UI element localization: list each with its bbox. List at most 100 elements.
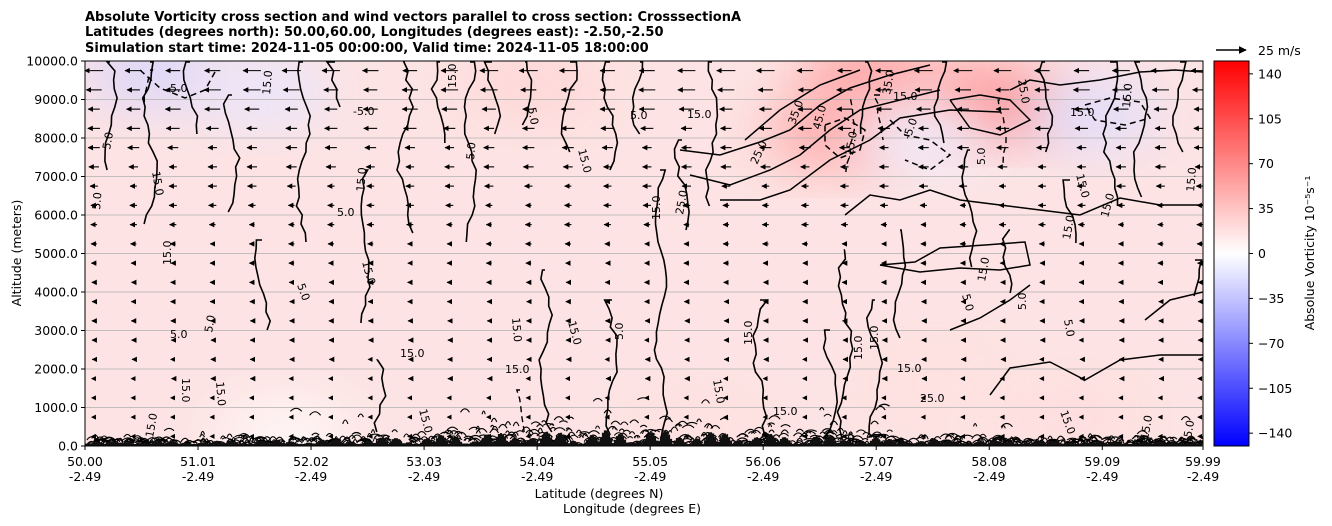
wind-vector	[367, 376, 373, 382]
contour-line	[1102, 61, 1119, 206]
ground-contour	[194, 439, 202, 444]
colorbar-tick-label: −35	[1258, 291, 1284, 306]
contour-label: 5.0	[294, 282, 312, 303]
colorbar-ticks: 140 105 70 35 0 −35 −70 −105 −140	[1249, 66, 1292, 441]
chart-title-line-2: Latitudes (degrees north): 50.00,60.00, …	[85, 25, 664, 40]
ground-contour	[778, 432, 790, 437]
y-tick-label: 0.0	[58, 439, 78, 454]
x-tick-label-lon: -2.49	[1187, 469, 1219, 484]
x-tick-label-lat: 56.06	[745, 454, 781, 469]
y-tick-label: 6000.0	[34, 208, 78, 223]
vorticity-region	[999, 387, 1140, 446]
ground-contour	[1117, 439, 1125, 444]
ground-contour	[1169, 436, 1178, 440]
contour-line	[521, 61, 533, 126]
wind-vector	[1039, 395, 1045, 401]
contour-line	[892, 229, 907, 339]
ground-contour	[915, 436, 925, 440]
ground-contour	[829, 420, 838, 426]
colorbar-tick-label: 70	[1258, 156, 1274, 171]
ground-contour	[592, 398, 603, 402]
ground-contour	[234, 436, 245, 440]
wind-vector	[1118, 414, 1124, 420]
ground-contour	[505, 430, 510, 434]
ground-contour	[819, 431, 826, 435]
contour-label: 15.0	[1138, 414, 1155, 440]
ground-contour	[157, 438, 168, 442]
contour-label: 5.0	[525, 106, 541, 125]
wind-vector	[169, 395, 175, 401]
x-axis-label-latitude: Latitude (degrees N)	[535, 486, 664, 501]
ground-contour	[1145, 438, 1151, 443]
contour-line	[1062, 179, 1077, 244]
contour-line	[373, 359, 387, 433]
contour-line	[1144, 291, 1203, 321]
contour-line	[933, 61, 948, 144]
wind-vector	[604, 414, 610, 420]
contour-label: 5.0	[1061, 318, 1077, 337]
ground-contour	[851, 435, 864, 440]
ground-contour	[159, 439, 165, 443]
ground-contour	[951, 438, 963, 442]
ground-contour	[200, 437, 206, 442]
ground-contour	[1186, 435, 1196, 440]
wind-vector	[406, 414, 412, 420]
contour-line	[679, 64, 931, 156]
contour-label: 15.0	[149, 170, 166, 196]
wind-vector	[762, 414, 768, 420]
wind-vector	[209, 433, 215, 439]
contour-line	[653, 169, 669, 441]
ground-contour	[835, 433, 846, 438]
ground-contour	[469, 437, 481, 442]
contour-label: 15.0	[400, 347, 425, 360]
wind-vector	[999, 395, 1005, 401]
ground-contour	[509, 436, 517, 440]
colorbar-tick-label: −105	[1258, 381, 1292, 396]
ground-contour	[1201, 435, 1203, 440]
ground-contour	[132, 435, 143, 439]
x-tick-label-lon: -2.49	[1086, 469, 1118, 484]
ground-contour	[594, 425, 601, 429]
contour-line	[253, 239, 272, 331]
contour-label: 15.0	[260, 70, 275, 96]
y-tick-label: 10000.0	[26, 54, 78, 69]
x-tick-label-lon: -2.49	[860, 469, 892, 484]
wind-vector	[486, 395, 492, 401]
ground-contour	[780, 429, 789, 434]
ground-contour	[947, 433, 955, 436]
contour-label: 15.0	[179, 378, 192, 403]
contour-label: 15.0	[1060, 214, 1077, 240]
ground-contour	[681, 424, 695, 429]
wind-vector	[169, 356, 175, 362]
x-tick-label-lat: 54.04	[519, 454, 555, 469]
ground-contour	[1002, 440, 1011, 443]
wind-vector	[565, 395, 571, 401]
wind-vector	[683, 395, 689, 401]
contour-line	[222, 94, 241, 213]
contour-line	[1009, 69, 1203, 91]
contour-label: 5.0	[170, 328, 188, 341]
ground-contour	[1160, 435, 1168, 440]
contour-label: 15.0	[505, 363, 530, 376]
ground-contour	[833, 437, 842, 441]
contour-label: 15.0	[773, 405, 798, 418]
colorbar-tick-label: 105	[1258, 111, 1282, 126]
contour-label: 15.0	[897, 362, 922, 375]
ground-contour	[446, 430, 454, 435]
contour-label: 5.0	[337, 206, 355, 219]
ground-contour	[553, 427, 566, 431]
ground-contour	[416, 431, 427, 436]
ground-contour	[754, 426, 764, 431]
ground-contour	[226, 433, 233, 438]
ground-contour	[1106, 438, 1112, 443]
wind-vector	[802, 414, 808, 420]
contour-label: 15.0	[416, 407, 435, 434]
ground-contour	[504, 433, 518, 438]
contour-line	[989, 354, 1203, 396]
ground-contour	[675, 424, 681, 427]
quiver-key: 25 m/s	[1216, 43, 1301, 58]
ground-contour	[1037, 436, 1043, 441]
ground-contour	[1132, 434, 1139, 439]
ground-contour	[639, 424, 648, 428]
ground-contour	[1012, 438, 1022, 443]
